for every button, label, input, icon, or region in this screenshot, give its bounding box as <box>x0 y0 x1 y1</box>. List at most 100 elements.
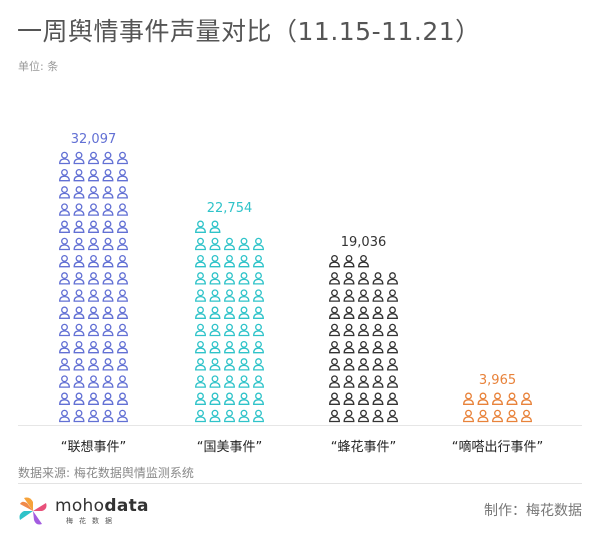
person-icon <box>343 392 355 405</box>
person-icon <box>117 340 128 354</box>
person-icon <box>88 375 99 388</box>
person-icon <box>88 186 99 199</box>
person-icon <box>329 392 340 405</box>
person-icon <box>102 168 114 182</box>
person-icon <box>329 409 340 423</box>
person-icon <box>102 323 114 337</box>
person-icon <box>88 237 99 251</box>
credit: 制作：梅花数据 <box>484 503 582 519</box>
person-icon <box>492 392 503 405</box>
person-icon <box>102 151 114 165</box>
person-icon <box>329 306 340 319</box>
person-icon <box>238 272 250 285</box>
value-label: 3,965 <box>479 373 516 388</box>
person-icon <box>492 409 503 423</box>
person-icon <box>253 375 264 388</box>
person-icon <box>224 375 235 388</box>
person-icon <box>224 340 235 354</box>
person-icon <box>372 323 384 337</box>
person-icon <box>209 409 221 423</box>
person-icon <box>73 203 85 216</box>
person-icon <box>117 358 128 371</box>
person-icon <box>358 392 369 405</box>
person-icon <box>59 392 70 405</box>
person-icon <box>195 306 206 319</box>
person-icon <box>343 375 355 388</box>
person-icon <box>195 237 206 251</box>
person-icon <box>102 340 114 354</box>
person-icon <box>209 358 221 371</box>
person-icon <box>358 289 369 302</box>
person-icon <box>88 220 99 233</box>
person-icon <box>477 392 489 405</box>
person-icon <box>73 186 85 199</box>
person-icon <box>117 203 128 216</box>
person-icon <box>329 272 340 285</box>
person-icon <box>73 168 85 182</box>
person-icon <box>506 392 518 405</box>
bar-1 <box>195 220 264 423</box>
bar-3 <box>463 392 532 423</box>
person-icon <box>73 392 85 405</box>
logo-text-light: moho <box>55 496 105 516</box>
person-icon <box>209 220 221 233</box>
person-icon <box>209 392 221 405</box>
person-icon <box>88 392 99 405</box>
person-icon <box>372 375 384 388</box>
person-icon <box>117 375 128 388</box>
person-icon <box>117 323 128 337</box>
person-icon <box>102 375 114 388</box>
person-icon <box>117 168 128 182</box>
category-label: “嘀嗒出行事件” <box>452 440 543 455</box>
person-icon <box>59 306 70 319</box>
person-icon <box>59 358 70 371</box>
person-icon <box>387 323 398 337</box>
person-icon <box>387 375 398 388</box>
category-label: “国美事件” <box>197 440 262 455</box>
person-icon <box>73 358 85 371</box>
person-icon <box>224 392 235 405</box>
person-icon <box>73 375 85 388</box>
person-icon <box>253 340 264 354</box>
person-icon <box>73 254 85 268</box>
person-icon <box>117 220 128 233</box>
person-icon <box>463 392 474 405</box>
person-icon <box>224 409 235 423</box>
person-icon <box>253 409 264 423</box>
person-icon <box>477 409 489 423</box>
mohodata-logo-icon <box>19 497 47 525</box>
person-icon <box>372 272 384 285</box>
person-icon <box>521 409 532 423</box>
person-icon <box>343 254 355 268</box>
person-icon <box>59 186 70 199</box>
person-icon <box>238 323 250 337</box>
person-icon <box>117 254 128 268</box>
person-icon <box>102 237 114 251</box>
person-icon <box>343 272 355 285</box>
person-icon <box>463 409 474 423</box>
value-label: 19,036 <box>341 235 387 250</box>
person-icon <box>224 254 235 268</box>
person-icon <box>59 289 70 302</box>
person-icon <box>372 306 384 319</box>
person-icon <box>102 272 114 285</box>
person-icon <box>195 340 206 354</box>
person-icon <box>59 409 70 423</box>
person-icon <box>195 220 206 233</box>
person-icon <box>59 168 70 182</box>
person-icon <box>358 409 369 423</box>
person-icon <box>358 340 369 354</box>
person-icon <box>102 254 114 268</box>
person-icon <box>329 340 340 354</box>
person-icon <box>387 358 398 371</box>
person-icon <box>329 358 340 371</box>
logo-text: mohodata <box>55 496 149 516</box>
person-icon <box>358 358 369 371</box>
person-icon <box>73 409 85 423</box>
person-icon <box>209 340 221 354</box>
person-icon <box>117 237 128 251</box>
person-icon <box>88 151 99 165</box>
person-icon <box>102 289 114 302</box>
logo-text-bold: data <box>104 496 149 516</box>
person-icon <box>238 375 250 388</box>
